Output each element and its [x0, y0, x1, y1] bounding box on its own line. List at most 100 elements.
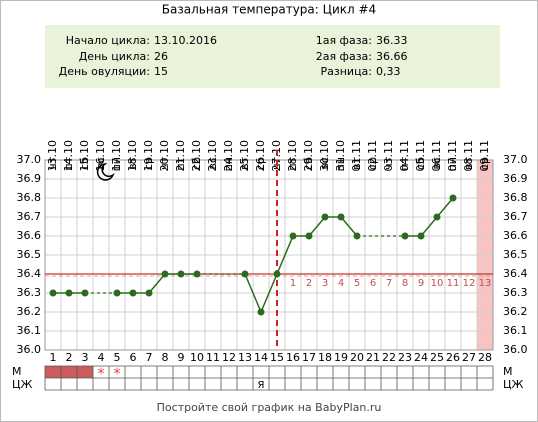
date-label: 22.10: [190, 140, 203, 172]
luteal-day: 4: [338, 278, 344, 289]
point: [257, 308, 265, 316]
x-tick-label: 5: [114, 351, 121, 364]
info-label: 1ая фаза:: [316, 34, 372, 47]
date-label: 21.10: [174, 140, 187, 172]
x-tick-label: 24: [414, 351, 428, 364]
info-value: 36.33: [376, 34, 408, 47]
date-label: 06.11: [430, 140, 443, 172]
star: *: [113, 365, 121, 383]
point: [193, 270, 201, 278]
info-value: 0,33: [376, 65, 401, 78]
point: [353, 232, 361, 240]
x-tick-label: 15: [270, 351, 284, 364]
y2-tick-label: 36.7: [503, 210, 528, 223]
point: [161, 270, 169, 278]
luteal-day: 3: [322, 278, 328, 289]
date-label: 25.10: [238, 140, 251, 172]
weekday-label: пн: [110, 157, 123, 171]
y2-tick-label: 36.6: [503, 229, 528, 242]
weekday-label: сб: [302, 157, 315, 170]
point: [289, 232, 297, 240]
weekday-label: вс: [430, 157, 443, 170]
y-tick-label: 37.0: [17, 153, 42, 166]
menstruation-cell: [77, 366, 93, 378]
x-tick-label: 26: [446, 351, 460, 364]
info-value: 15: [154, 65, 168, 78]
point: [49, 289, 57, 297]
y-tick-label: 36.3: [17, 286, 42, 299]
luteal-day: 8: [402, 278, 408, 289]
moon-icon: [96, 163, 115, 181]
date-label: 05.11: [414, 140, 427, 172]
date-label: 28.10: [286, 140, 299, 172]
info-label: День овуляции:: [59, 65, 150, 78]
y-tick-label: 36.9: [17, 172, 42, 185]
x-tick-label: 9: [178, 351, 185, 364]
x-tick-label: 22: [382, 351, 396, 364]
y-tick-label: 36.6: [17, 229, 42, 242]
weekday-label: сб: [190, 157, 203, 170]
weekday-label: пт: [62, 156, 75, 170]
date-label: 07.11: [446, 140, 459, 172]
y-tick-label: 36.4: [17, 267, 42, 280]
x-tick-label: 27: [462, 351, 476, 364]
luteal-day: 9: [418, 278, 424, 289]
weekday-label: пт: [174, 156, 187, 170]
x-tick-label: 19: [334, 351, 348, 364]
info-label: Разница:: [321, 65, 373, 78]
point: [65, 289, 73, 297]
cm-row-label-right: ЦЖ: [503, 378, 524, 391]
date-label: 04.11: [398, 140, 411, 172]
weekday-label: пн: [446, 157, 459, 171]
date-label: 30.10: [318, 140, 331, 172]
info-box: [45, 25, 500, 88]
point: [449, 194, 457, 202]
weekday-label: пн: [222, 157, 235, 171]
date-label: 23.10: [206, 140, 219, 172]
info-label: Начало цикла:: [66, 34, 150, 47]
x-tick-label: 11: [206, 351, 220, 364]
weekday-label: вс: [318, 157, 331, 170]
weekday-label: ср: [366, 157, 379, 170]
luteal-day: 2: [306, 278, 312, 289]
plot-border: [44, 159, 494, 351]
point: [241, 270, 249, 278]
x-tick-label: 14: [254, 351, 268, 364]
x-tick-label: 13: [238, 351, 252, 364]
point: [321, 213, 329, 221]
date-label: 20.10: [158, 140, 171, 172]
cm-note: Я: [258, 380, 265, 391]
x-tick-label: 3: [82, 351, 89, 364]
point: [305, 232, 313, 240]
y-tick-label: 36.1: [17, 324, 42, 337]
x-tick-label: 25: [430, 351, 444, 364]
date-label: 02.11: [366, 140, 379, 172]
luteal-day: 1: [290, 278, 296, 289]
luteal-day: 13: [479, 278, 492, 289]
date-label: 08.11: [462, 140, 475, 172]
date-label: 09.11: [478, 140, 491, 172]
date-label: 01.11: [350, 140, 363, 172]
star: *: [97, 365, 105, 383]
weekday-label: пт: [398, 156, 411, 170]
weekday-label: сб: [78, 157, 91, 170]
x-tick-label: 6: [130, 351, 137, 364]
y-tick-label: 36.2: [17, 305, 42, 318]
y2-tick-label: 36.1: [503, 324, 528, 337]
weekday-label: вс: [206, 157, 219, 170]
chart-title: Базальная температура: Цикл #4: [162, 3, 376, 17]
date-label: 31.10: [334, 140, 347, 172]
y2-tick-label: 36.4: [503, 267, 528, 280]
point: [401, 232, 409, 240]
y2-tick-label: 36.3: [503, 286, 528, 299]
temperature-line: [405, 197, 454, 237]
luteal-day: 5: [354, 278, 360, 289]
point: [129, 289, 137, 297]
date-label: 24.10: [222, 140, 235, 172]
info-label: День цикла:: [79, 50, 150, 63]
info-value: 13.10.2016: [154, 34, 217, 47]
x-tick-label: 21: [366, 351, 380, 364]
point: [177, 270, 185, 278]
x-tick-label: 10: [190, 351, 204, 364]
